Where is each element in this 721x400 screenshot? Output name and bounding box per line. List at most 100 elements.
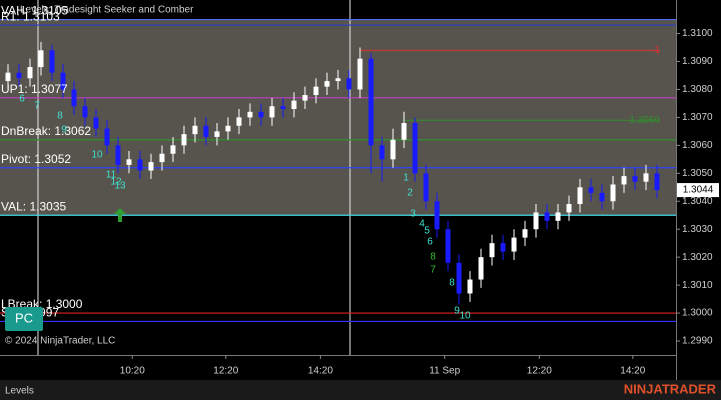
- candle-body: [324, 81, 330, 87]
- candle-body: [115, 145, 121, 165]
- count-label: 2: [407, 188, 413, 199]
- candle-body: [148, 162, 154, 171]
- level-label: VAH: 1.3105: [1, 4, 68, 18]
- candle-body: [280, 106, 286, 110]
- candle-body: [126, 159, 132, 165]
- candle-body: [522, 229, 528, 238]
- candle-body: [434, 201, 440, 230]
- footer: [0, 380, 721, 400]
- candle-body: [159, 153, 165, 163]
- candle-body: [38, 50, 44, 68]
- candle-body: [423, 173, 429, 202]
- candle-body: [170, 145, 176, 154]
- count-label: 10: [459, 311, 471, 322]
- candle-body: [643, 173, 649, 182]
- candle-body: [379, 145, 385, 160]
- value-area: [0, 19, 676, 216]
- candle-body: [49, 50, 55, 73]
- count-label: 6: [19, 94, 25, 105]
- count-label: 12: [110, 177, 122, 188]
- count-label: 9: [61, 125, 67, 136]
- count-label: 4: [419, 219, 425, 230]
- level-label: VAL: 1.3035: [1, 199, 66, 213]
- candle-body: [390, 139, 396, 160]
- candle-body: [192, 125, 198, 135]
- x-tick-label: 14:20: [620, 366, 645, 377]
- candle-body: [313, 86, 319, 96]
- level-label: R1: 1.3103: [1, 9, 60, 23]
- candle-body: [16, 72, 22, 79]
- y-tick-label: 1.3090: [682, 56, 713, 67]
- x-tick-label: 12:20: [213, 366, 238, 377]
- candle-body: [60, 72, 66, 90]
- y-tick-label: 1.3100: [682, 28, 713, 39]
- candle-body: [566, 204, 572, 213]
- candle-body: [533, 212, 539, 230]
- y-tick-label: 1.3010: [682, 280, 713, 291]
- candle-body: [5, 72, 11, 82]
- count-label: 7: [34, 101, 40, 112]
- candle-body: [104, 128, 110, 146]
- candle-body: [203, 125, 209, 137]
- count-label: 8: [57, 111, 63, 122]
- copyright: © 2024 NinjaTrader, LLC: [5, 336, 115, 347]
- plot: [0, 0, 676, 355]
- candle-body: [82, 106, 88, 118]
- count-label: 1: [403, 173, 409, 184]
- count-label: 7: [430, 265, 436, 276]
- pc-button[interactable]: [5, 307, 43, 331]
- candle-body: [269, 106, 275, 118]
- level-label: Pivot: 1.3052: [1, 152, 71, 166]
- y-tick-label: 1.3030: [682, 224, 713, 235]
- price-label: 1.3044: [683, 185, 714, 196]
- level-label: UP1: 1.3077: [1, 82, 68, 96]
- candle-body: [599, 192, 605, 202]
- candle-body: [577, 187, 583, 205]
- candle-body: [214, 131, 220, 137]
- x-tick-label: 10:20: [120, 366, 145, 377]
- count-label: 10: [91, 150, 103, 161]
- pc-button-label[interactable]: PC: [15, 310, 33, 325]
- candle-body: [478, 257, 484, 280]
- count-label: 8: [449, 278, 455, 289]
- count-label: 6: [427, 237, 433, 248]
- signal-arrow: [114, 208, 126, 222]
- candle-body: [401, 122, 407, 140]
- chart-title: Levels, Tradesight Seeker and Comber: [20, 5, 194, 16]
- candle-body: [93, 117, 99, 129]
- tab[interactable]: Levels: [5, 386, 34, 397]
- count-label: 11: [106, 170, 117, 181]
- candle-body: [412, 122, 418, 174]
- count-label: 5: [424, 226, 430, 237]
- level-label: DnBreak: 1.3062: [1, 124, 91, 138]
- candle-body: [489, 243, 495, 258]
- candle-body: [654, 173, 660, 191]
- candle-body: [258, 111, 264, 118]
- y-tick-label: 1.3050: [682, 168, 713, 179]
- x-tick-label: 14:20: [308, 366, 333, 377]
- candle-body: [335, 78, 341, 82]
- candle-body: [137, 159, 143, 171]
- y-tick-label: 1.3060: [682, 140, 713, 151]
- candle-body: [346, 78, 352, 90]
- candle-body: [511, 237, 517, 252]
- segment-label: 1: [654, 45, 660, 56]
- y-tick-label: 1.3020: [682, 252, 713, 263]
- candle-body: [610, 184, 616, 202]
- x-tick-label: 12:20: [527, 366, 552, 377]
- candle-body: [291, 100, 297, 110]
- segment-label: 1.3069: [629, 115, 660, 126]
- candle-body: [632, 176, 638, 182]
- count-label: 3: [410, 209, 416, 220]
- candle-body: [555, 212, 561, 221]
- count-label: 8: [430, 252, 436, 263]
- candle-body: [368, 58, 374, 146]
- count-label: 13: [114, 181, 126, 192]
- y-tick-label: 1.2990: [682, 336, 713, 347]
- candle-body: [445, 229, 451, 263]
- candle-body: [27, 67, 33, 79]
- candle-body: [71, 89, 77, 107]
- candle-body: [467, 279, 473, 294]
- candle-body: [621, 176, 627, 185]
